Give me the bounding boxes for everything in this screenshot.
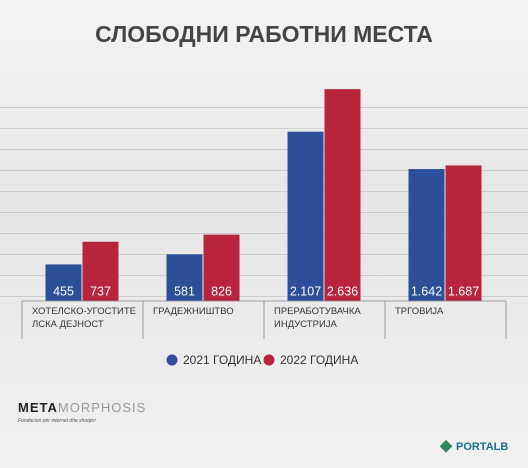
- value-label: 1.642: [411, 284, 442, 298]
- x-tick-label: ТРГОВИЈА: [395, 306, 444, 317]
- legend-marker: [263, 354, 275, 366]
- legend-marker: [166, 354, 178, 366]
- legend-label: 2021 ГОДИНА: [183, 353, 261, 367]
- value-label: 455: [53, 284, 74, 298]
- bar: [445, 165, 482, 301]
- value-label: 2.107: [290, 284, 321, 298]
- bar: [324, 89, 361, 301]
- meta-logo: METAMORPHOSIS: [18, 400, 146, 415]
- logo-tagline: Fondacion për internet dhe shoqëri: [18, 418, 96, 424]
- value-label: 1.687: [448, 284, 479, 298]
- x-tick-label: ХОТЕЛСКО-УГОСТИТЕ ЛСКА ДЕЈНОСТ: [32, 306, 136, 330]
- bar: [45, 264, 82, 301]
- chart-title: СЛОБОДНИ РАБОТНИ МЕСТА: [95, 21, 433, 47]
- portalb-icon: [439, 440, 453, 453]
- bar: [287, 131, 324, 301]
- bar: [166, 254, 203, 301]
- legend-label: 2022 ГОДИНА: [280, 353, 358, 367]
- x-tick-label: ПРЕРАБОТУВАЧКА ИНДУСТРИЈА: [274, 306, 361, 330]
- value-label: 826: [211, 284, 232, 298]
- bar: [408, 169, 445, 301]
- bar: [82, 241, 119, 301]
- logo-text: META: [18, 400, 58, 415]
- portalb-logo: PORTALB: [456, 441, 509, 453]
- value-label: 737: [90, 284, 111, 298]
- x-tick-label: ГРАДЕЖНИШТВО: [153, 306, 234, 317]
- value-label: 581: [174, 284, 195, 298]
- logo-text: MORPHOSIS: [57, 400, 147, 415]
- value-label: 2.636: [327, 284, 358, 298]
- bar: [203, 234, 240, 301]
